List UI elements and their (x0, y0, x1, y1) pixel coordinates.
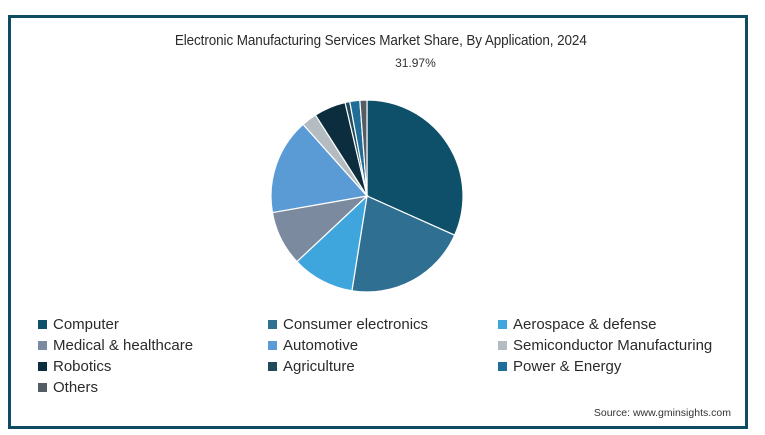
chart-title: Electronic Manufacturing Services Market… (174, 33, 587, 49)
legend-swatch (498, 320, 507, 329)
source-note: Source: www.gminsights.com (593, 407, 731, 419)
slice-data-label: 31.97% (395, 56, 436, 70)
legend-item-agriculture: Agriculture (268, 358, 355, 375)
legend-item-automotive: Automotive (268, 337, 358, 354)
legend-swatch (268, 320, 277, 329)
legend-label: Automotive (283, 337, 359, 354)
legend-item-computer: Computer (38, 316, 119, 333)
legend-item-power-energy: Power & Energy (498, 358, 621, 375)
legend-item-robotics: Robotics (38, 358, 111, 375)
legend-item-semiconductor-manufacturing: Semiconductor Manufacturing (498, 337, 712, 354)
legend-swatch (268, 362, 277, 371)
legend-label: Others (53, 379, 99, 396)
legend-label: Agriculture (283, 358, 355, 375)
legend-swatch (38, 362, 47, 371)
legend-label: Robotics (53, 358, 112, 375)
legend-item-aerospace-defense: Aerospace & defense (498, 316, 656, 333)
legend-swatch (38, 320, 47, 329)
pie-slice-computer (366, 99, 464, 236)
legend-label: Aerospace & defense (513, 316, 657, 333)
legend-swatch (268, 341, 277, 350)
legend-label: Computer (53, 316, 119, 333)
legend-swatch (498, 362, 507, 371)
legend-label: Consumer electronics (283, 316, 429, 333)
pie-slice-automotive (270, 123, 369, 214)
legend-label: Medical & healthcare (53, 337, 194, 354)
legend-swatch (38, 341, 47, 350)
legend-item-consumer-electronics: Consumer electronics (268, 316, 428, 333)
legend-label: Power & Energy (513, 358, 622, 375)
pie-slice-others (359, 99, 368, 197)
legend-label: Semiconductor Manufacturing (513, 337, 713, 354)
legend-swatch (498, 341, 507, 350)
legend-item-medical-healthcare: Medical & healthcare (38, 337, 193, 354)
legend-swatch (38, 383, 47, 392)
pie-slice-consumer-electronics (351, 195, 456, 293)
legend-item-others: Others (38, 379, 98, 396)
